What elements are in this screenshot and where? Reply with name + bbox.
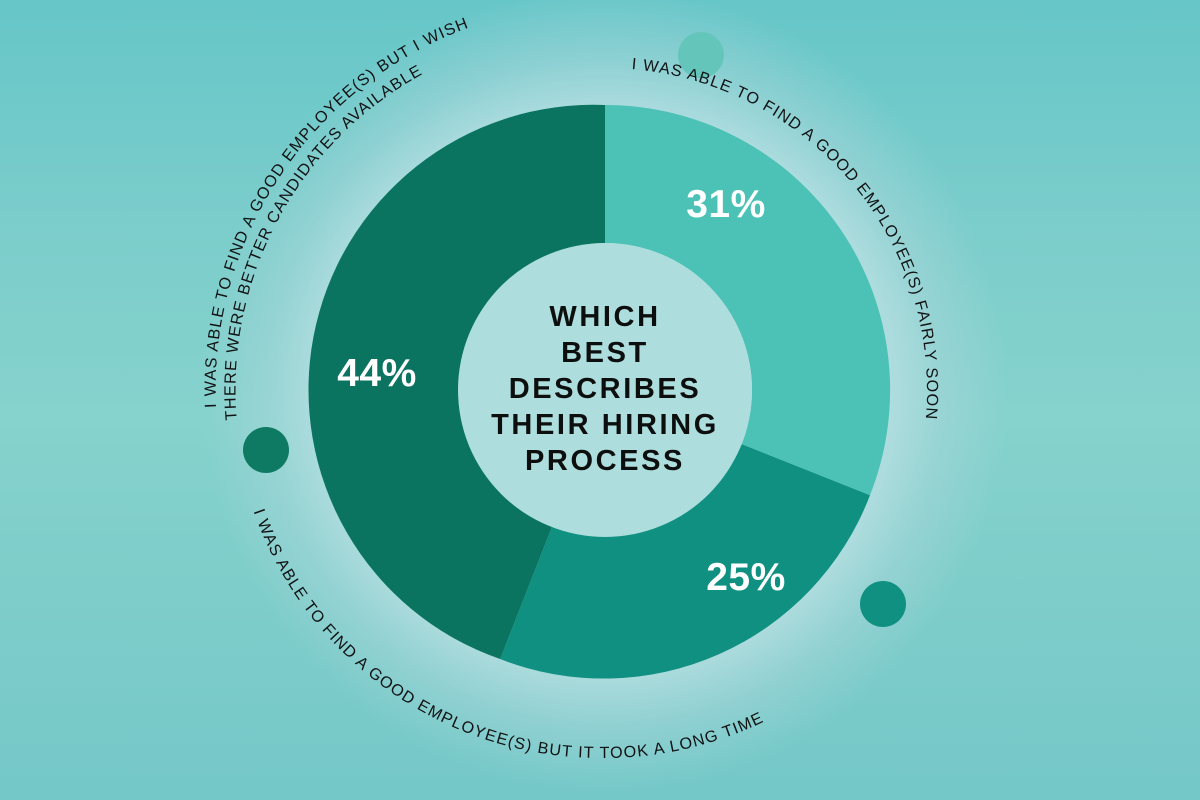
- donut-hole: [458, 243, 752, 537]
- percent-label-fairly-soon: 31%: [686, 183, 766, 226]
- percent-label-wish-better-candidates: 44%: [337, 352, 417, 395]
- percent-label-took-long-time: 25%: [706, 556, 786, 599]
- donut-segment-fairly-soon[interactable]: [605, 104, 891, 496]
- donut-segment-wish-better[interactable]: [308, 104, 605, 660]
- legend-dot-took-long-time[interactable]: [860, 581, 906, 627]
- legend-dot-wish-better-candidates[interactable]: [243, 427, 289, 473]
- donut-segment-took-long-time[interactable]: [500, 444, 870, 679]
- donut-segments-accurate: [308, 104, 891, 679]
- legend-dot-fairly-soon[interactable]: [678, 32, 724, 78]
